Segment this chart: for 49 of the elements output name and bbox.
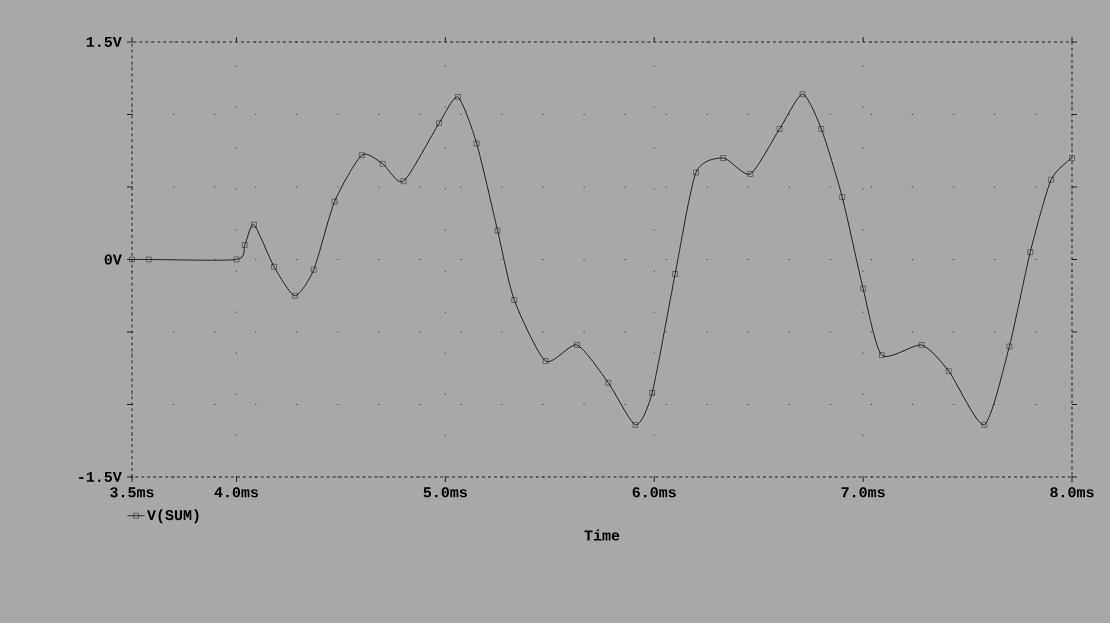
x-tick-label: 6.0ms	[632, 487, 676, 498]
point	[632, 422, 639, 428]
point	[1027, 249, 1033, 255]
point	[379, 161, 386, 167]
x-tick-label: 4.0ms	[214, 487, 259, 498]
point	[331, 198, 338, 205]
x-tick-label: 5.0ms	[423, 487, 467, 498]
point	[720, 155, 726, 161]
point	[649, 390, 655, 396]
point	[946, 368, 952, 374]
x-axis-title: Time	[584, 529, 620, 541]
point	[129, 256, 135, 263]
point	[1048, 177, 1054, 183]
point	[918, 342, 925, 348]
point	[359, 152, 365, 158]
x-tick-label: 3.5ms	[110, 487, 154, 498]
point	[1006, 343, 1013, 350]
point	[981, 422, 987, 428]
legend-label: V(SUM)	[147, 509, 199, 524]
y-tick-label: -1.5V	[79, 471, 122, 483]
point	[879, 352, 885, 358]
point	[251, 222, 257, 228]
point	[839, 194, 845, 200]
point	[511, 297, 517, 303]
point	[146, 256, 152, 263]
point	[605, 380, 611, 386]
point	[693, 169, 699, 176]
y-tick-label: 1.5V	[86, 36, 122, 47]
point	[242, 242, 248, 248]
point	[271, 264, 277, 270]
point	[574, 342, 580, 348]
point	[672, 271, 678, 277]
point	[776, 126, 783, 132]
point	[400, 178, 407, 184]
point	[436, 120, 442, 126]
point	[473, 140, 480, 147]
point	[494, 227, 501, 234]
point	[233, 256, 240, 263]
point	[292, 293, 298, 299]
point	[455, 94, 461, 100]
point	[818, 126, 825, 132]
x-tick-label: 7.0ms	[841, 487, 885, 498]
x-tick-label: 8.0ms	[1050, 487, 1094, 498]
y-tick-label: 0V	[104, 254, 122, 265]
point	[799, 91, 806, 97]
point	[542, 358, 549, 364]
point	[747, 171, 754, 177]
point	[860, 285, 866, 292]
point	[311, 266, 317, 273]
